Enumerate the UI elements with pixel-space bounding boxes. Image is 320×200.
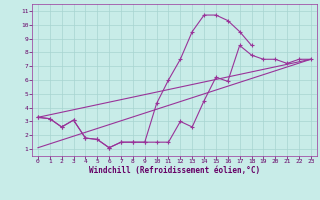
X-axis label: Windchill (Refroidissement éolien,°C): Windchill (Refroidissement éolien,°C): [89, 166, 260, 175]
